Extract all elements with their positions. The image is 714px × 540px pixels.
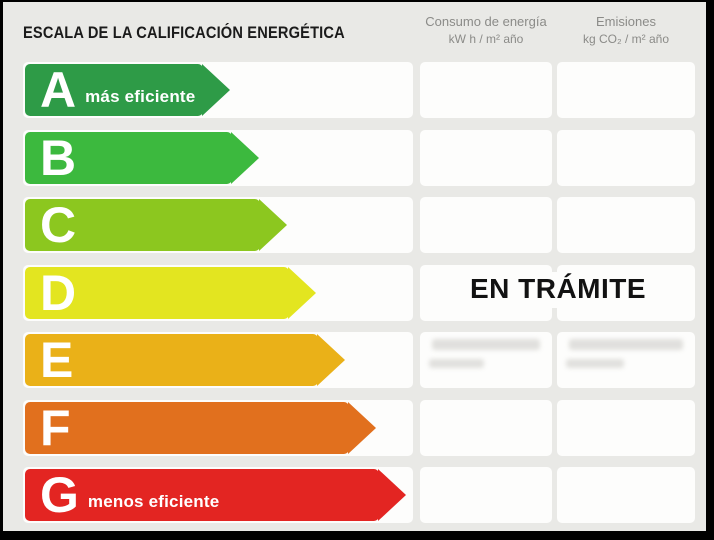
rating-letter-f: F (40, 399, 71, 456)
consumo-value-box-f (420, 399, 552, 456)
faded-watermark (429, 359, 485, 368)
rating-arrow-b: B (25, 129, 259, 186)
emisiones-column-unit: kg CO₂ / m² año (582, 32, 669, 46)
consumo-value-box-a (420, 62, 552, 118)
rating-arrow-f: F (25, 399, 376, 456)
arrow-tip-icon (259, 199, 287, 251)
arrow-tip-icon (348, 401, 376, 454)
rating-letter-e: E (40, 332, 74, 388)
emisiones-column-title: Emisiones (596, 14, 656, 29)
rating-letter-b: B (40, 129, 77, 186)
arrow-tip-icon (317, 334, 345, 386)
rating-row-b: B (23, 129, 698, 186)
emisiones-value-box-f (557, 399, 695, 456)
arrow-tip-icon (378, 469, 406, 521)
consumo-column-unit: kW h / m² año (448, 32, 524, 46)
rating-letter-d: D (40, 264, 77, 321)
arrow-tip-icon (202, 64, 230, 116)
arrow-tip-icon (231, 131, 259, 184)
emisiones-value-box-e (557, 332, 695, 388)
arrow-tip-icon (288, 266, 316, 319)
rating-row-c: C (23, 197, 698, 253)
faded-watermark (569, 339, 683, 350)
certificate-canvas: ESCALA DE LA CALIFICACIÓN ENERGÉTICA Con… (3, 2, 706, 531)
rating-letter-g: G (40, 467, 79, 523)
rating-letter-c: C (40, 197, 77, 253)
status-overlay: EN TRÁMITE (418, 262, 698, 318)
rating-arrow-d: D (25, 264, 316, 321)
rating-row-e: E (23, 332, 698, 388)
efficiency-note-g: menos eficiente (87, 492, 220, 511)
emisiones-value-box-b (557, 129, 695, 186)
consumo-column-title: Consumo de energía (425, 14, 547, 29)
consumo-value-box-c (420, 197, 552, 253)
emisiones-value-box-c (557, 197, 695, 253)
page-title: ESCALA DE LA CALIFICACIÓN ENERGÉTICA (23, 23, 345, 42)
status-label: EN TRÁMITE (459, 272, 657, 308)
consumo-value-box-g (420, 467, 552, 523)
rating-arrow-e: E (25, 332, 345, 388)
faded-watermark (432, 339, 540, 350)
rating-letter-a: A (40, 62, 77, 118)
emisiones-column-header: Emisiones kg CO₂ / m² año (557, 14, 695, 47)
emisiones-value-box-a (557, 62, 695, 118)
consumo-value-box-e (420, 332, 552, 388)
consumo-value-box-b (420, 129, 552, 186)
rating-row-f: F (23, 399, 698, 456)
emisiones-value-box-g (557, 467, 695, 523)
efficiency-note-a: más eficiente (85, 87, 196, 106)
consumo-column-header: Consumo de energía kW h / m² año (420, 14, 552, 47)
rating-arrow-c: C (25, 197, 287, 253)
faded-watermark (566, 359, 624, 368)
